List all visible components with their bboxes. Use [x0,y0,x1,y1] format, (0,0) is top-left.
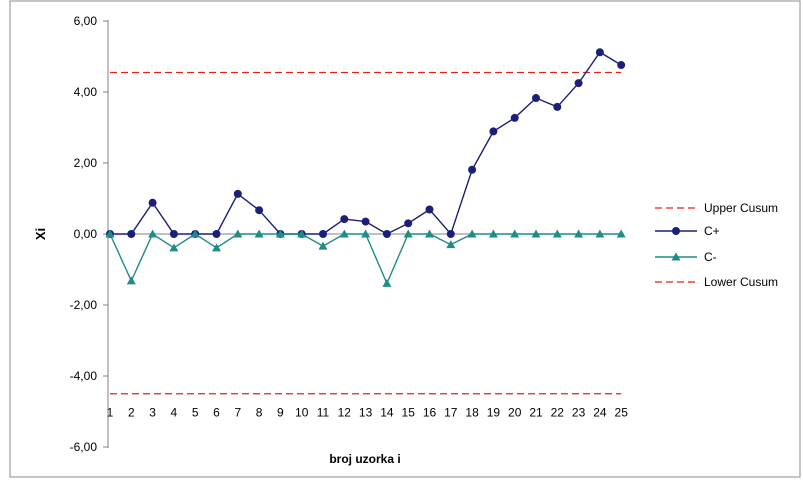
x-tick-label: 21 [529,406,543,420]
c-plus-point [446,230,455,238]
c-plus-point [617,61,626,70]
y-tick-label: -6,00 [70,440,98,454]
c-plus-point [553,102,562,111]
c-minus-point [574,229,584,238]
c-minus-point [510,229,520,238]
c-minus-point [169,243,179,252]
x-tick-label: 11 [317,406,330,420]
c-minus-point [233,229,243,238]
c-minus-point [339,229,349,238]
c-plus-point [169,230,178,238]
c-minus-point [403,229,413,238]
c-minus-point [212,243,221,252]
legend-marker-c-minus [671,252,681,261]
x-tick-label: 7 [234,406,241,420]
x-tick-label: 12 [338,406,352,420]
y-axis-ticks: 6,00 4,00 2,00 0,00 -2,00 -4,00 -6,00 [70,14,108,454]
x-tick-label: 15 [402,406,416,420]
c-minus-point [552,229,562,238]
c-minus-point [488,229,498,238]
legend-label-upper-cusum: Upper Cusum [704,201,778,215]
c-plus-point [382,230,391,238]
legend-label-lower-cusum: Lower Cusum [704,275,778,289]
chart-border [9,0,801,478]
x-tick-label: 14 [380,406,394,420]
y-tick-label: 2,00 [74,156,98,170]
c-minus-point [446,240,456,249]
c-plus-point [425,205,434,214]
x-tick-label: 4 [171,406,178,420]
x-tick-label: 10 [295,406,309,420]
y-tick-label: -2,00 [70,298,98,312]
legend-label-c-minus: C- [704,250,717,264]
x-tick-label: 6 [213,406,220,420]
y-tick-label: -4,00 [70,369,98,383]
legend: Upper Cusum C+ C- Lower Cusum [655,201,778,289]
x-tick-label: 8 [256,406,263,420]
x-tick-label: 9 [277,406,284,420]
c-plus-point [574,79,583,88]
c-plus-point [233,189,242,198]
c-minus-point [382,278,392,287]
c-minus-point [361,229,371,238]
c-plus-point [127,230,136,238]
c-plus-point [319,230,327,238]
c-minus-point [126,276,136,285]
c-plus-point [255,206,264,215]
x-tick-label: 20 [508,406,522,420]
y-tick-label: 6,00 [74,14,98,28]
x-tick-label: 3 [149,406,156,420]
y-tick-label: 0,00 [74,227,98,241]
c-plus-point [340,215,349,224]
x-tick-label: 23 [572,406,586,420]
x-tick-label: 22 [551,406,565,420]
c-minus-point [190,229,200,238]
x-tick-label: 5 [192,406,199,420]
legend-marker-c-plus [672,227,680,235]
c-minus-point [616,229,626,238]
x-tick-label: 2 [128,406,135,420]
c-plus-point [212,230,221,238]
legend-label-c-plus: C+ [704,224,720,238]
y-tick-label: 4,00 [74,85,98,99]
x-tick-label: 19 [487,406,501,420]
c-plus-point [148,198,157,207]
c-minus-point [595,229,605,238]
x-axis-label: broj uzorka i [329,452,400,466]
x-axis-ticks: 1 2 3 4 5 6 7 8 9 10 11 12 13 14 15 16 17 18 19 20 21 22 23 24 2… [107,406,629,420]
c-plus-point [532,94,540,103]
c-minus-point [318,241,328,250]
c-minus-point [148,229,158,238]
x-tick-label: 16 [423,406,437,420]
x-tick-label: 18 [465,406,479,420]
y-axis-label: Xi [33,228,48,240]
c-plus-point [468,165,477,174]
x-tick-label: 17 [444,406,458,420]
c-minus-point [531,229,541,238]
series-layer [105,48,626,395]
x-tick-label: 1 [107,406,114,420]
x-tick-label: 24 [593,406,607,420]
c-plus-point [361,217,370,226]
c-plus-point [595,48,604,57]
c-minus-point [297,229,307,238]
c-plus-point [489,127,498,136]
x-tick-label: 25 [615,406,629,420]
c-plus-point [510,113,519,122]
c-minus-point [467,229,477,238]
c-minus-point [275,229,285,238]
c-minus-point [425,229,434,238]
c-minus-point [254,229,264,238]
x-tick-label: 13 [359,406,373,420]
c-plus-point [404,219,413,228]
c-minus-point [105,229,115,238]
